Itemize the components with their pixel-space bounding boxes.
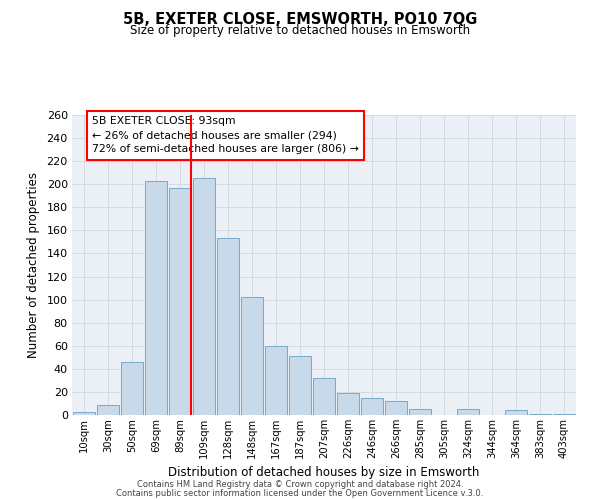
Bar [337,393,359,415]
Text: Size of property relative to detached houses in Emsworth: Size of property relative to detached ho… [130,24,470,37]
Bar [169,188,191,415]
Bar [217,238,239,415]
Bar [457,409,479,415]
Bar [289,356,311,415]
Bar [553,414,575,415]
Bar [313,378,335,415]
Bar [97,404,119,415]
Text: Contains public sector information licensed under the Open Government Licence v.: Contains public sector information licen… [116,488,484,498]
Bar [121,362,143,415]
Text: 5B EXETER CLOSE: 93sqm
← 26% of detached houses are smaller (294)
72% of semi-de: 5B EXETER CLOSE: 93sqm ← 26% of detached… [92,116,359,154]
Bar [265,346,287,415]
Text: Contains HM Land Registry data © Crown copyright and database right 2024.: Contains HM Land Registry data © Crown c… [137,480,463,489]
Bar [409,409,431,415]
Bar [73,412,95,415]
Text: 5B, EXETER CLOSE, EMSWORTH, PO10 7QG: 5B, EXETER CLOSE, EMSWORTH, PO10 7QG [123,12,477,28]
Y-axis label: Number of detached properties: Number of detached properties [26,172,40,358]
Bar [505,410,527,415]
Bar [145,181,167,415]
Text: Distribution of detached houses by size in Emsworth: Distribution of detached houses by size … [169,466,479,479]
Bar [385,401,407,415]
Bar [529,414,551,415]
Bar [241,298,263,415]
Bar [361,398,383,415]
Bar [193,178,215,415]
